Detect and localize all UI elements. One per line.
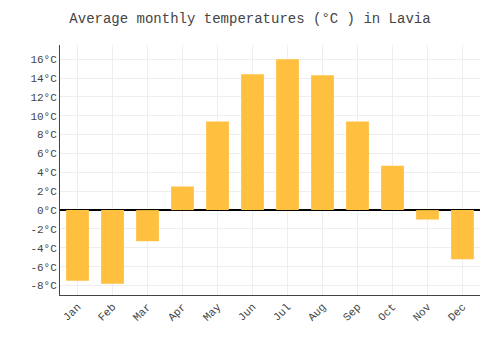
svg-text:Apr: Apr: [166, 301, 188, 323]
svg-text:16°C: 16°C: [30, 54, 57, 66]
svg-text:14°C: 14°C: [30, 73, 57, 85]
svg-text:Aug: Aug: [306, 301, 328, 323]
svg-text:Jan: Jan: [61, 301, 83, 323]
svg-text:Average monthly temperatures (: Average monthly temperatures (°C ) in La…: [69, 11, 430, 27]
svg-text:4°C: 4°C: [37, 167, 57, 179]
svg-text:8°C: 8°C: [37, 129, 57, 141]
svg-text:Jul: Jul: [271, 301, 293, 323]
svg-text:6°C: 6°C: [37, 148, 57, 160]
svg-text:12°C: 12°C: [30, 92, 57, 104]
svg-text:-6°C: -6°C: [30, 262, 57, 274]
svg-text:10°C: 10°C: [30, 111, 57, 123]
svg-text:Nov: Nov: [411, 301, 434, 324]
svg-text:Oct: Oct: [376, 301, 398, 323]
svg-text:May: May: [201, 301, 224, 324]
svg-text:Sep: Sep: [341, 301, 363, 323]
svg-text:0°C: 0°C: [37, 205, 57, 217]
svg-text:Dec: Dec: [446, 301, 468, 323]
svg-text:2°C: 2°C: [37, 186, 57, 198]
svg-text:Feb: Feb: [96, 301, 118, 323]
svg-text:-4°C: -4°C: [30, 243, 57, 255]
svg-text:-8°C: -8°C: [30, 280, 57, 292]
svg-text:Jun: Jun: [236, 301, 258, 323]
svg-text:Mar: Mar: [131, 301, 153, 323]
svg-text:-2°C: -2°C: [30, 224, 57, 236]
